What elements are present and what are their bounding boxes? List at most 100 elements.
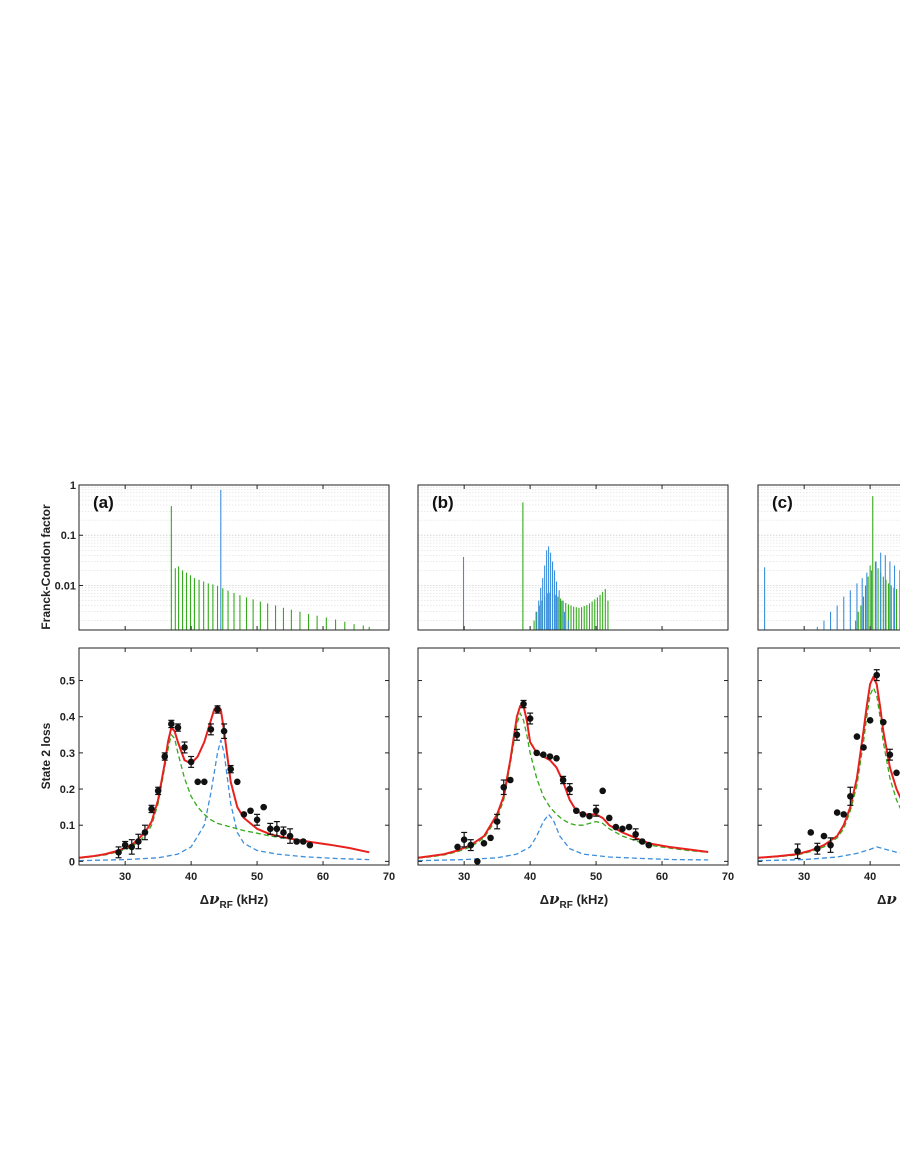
- fc-panel-b: (b): [417, 484, 729, 631]
- data-point: [533, 749, 541, 757]
- loss-x-tick-label: 50: [590, 871, 602, 883]
- data-point: [586, 812, 593, 820]
- data-point: [161, 753, 169, 760]
- loss-x-tick-label: 40: [524, 871, 536, 883]
- data-point: [187, 758, 195, 766]
- data-point: [306, 841, 314, 849]
- data-point: [599, 787, 606, 795]
- loss-y-tick-label: 0.5: [60, 676, 75, 688]
- data-point: [240, 811, 248, 818]
- data-point: [474, 858, 481, 865]
- data-point: [273, 825, 281, 833]
- loss-axes-box: [78, 647, 390, 866]
- loss-x-tick-label: 40: [864, 871, 876, 883]
- data-point: [115, 849, 122, 856]
- data-point: [141, 829, 149, 836]
- data-point: [612, 823, 620, 831]
- data-point: [794, 847, 801, 855]
- data-point: [807, 829, 815, 836]
- data-point: [467, 841, 475, 849]
- x-axis-label-a: ΔνRF (kHz): [200, 890, 269, 911]
- data-point: [168, 720, 175, 728]
- loss-y-tick-label: 0: [69, 856, 75, 868]
- data-point: [605, 814, 613, 822]
- data-point: [833, 809, 841, 816]
- data-point: [299, 838, 307, 845]
- data-point: [207, 726, 215, 733]
- loss-axes-box: [417, 647, 729, 866]
- loss-x-tick-label: 70: [383, 871, 395, 883]
- loss-axes-box: [757, 647, 900, 866]
- data-point: [293, 838, 300, 845]
- fc-y-tick-label: 0.01: [55, 580, 76, 592]
- curve-green-component: [758, 687, 900, 859]
- data-point: [121, 841, 129, 849]
- fc-axes-box: [757, 484, 900, 631]
- data-point: [454, 843, 461, 851]
- data-point: [638, 838, 646, 845]
- data-point: [214, 706, 221, 713]
- loss-y-tick-label: 0.1: [60, 820, 75, 832]
- loss-x-tick-label: 60: [317, 871, 329, 883]
- data-point: [135, 838, 142, 845]
- data-point: [880, 718, 887, 726]
- data-point: [233, 778, 241, 786]
- data-point: [553, 755, 560, 762]
- top-y-axis-label: Franck-Condon factor: [39, 504, 53, 630]
- data-point: [201, 778, 208, 786]
- x-axis-label-c: Δν: [877, 890, 897, 908]
- data-point: [128, 843, 136, 851]
- data-point: [893, 769, 900, 777]
- curve-total-fit: [758, 675, 900, 859]
- data-point: [507, 776, 514, 784]
- data-point: [645, 841, 653, 849]
- loss-y-tick-label: 0.4: [60, 712, 76, 724]
- data-point: [266, 825, 274, 833]
- bottom-y-axis-label: State 2 loss: [39, 722, 53, 789]
- loss-curves: [758, 669, 900, 862]
- fc-y-tick-label: 0.1: [61, 530, 76, 542]
- data-point: [847, 792, 854, 800]
- loss-x-tick-label: 50: [251, 871, 263, 883]
- data-point: [632, 830, 639, 838]
- panel-label-a: (a): [93, 493, 114, 512]
- data-point: [194, 778, 202, 786]
- data-point: [181, 744, 188, 751]
- loss-curves: [79, 704, 370, 862]
- fc-y-tick-label: 1: [70, 480, 76, 492]
- data-point: [592, 807, 600, 815]
- loss-plot-area: [418, 648, 728, 865]
- curve-blue-component: [758, 846, 900, 862]
- loss-panel-a: 30 40 50 60 70 0 0.1 0.2 0.3 0.4 0.5: [60, 647, 395, 883]
- data-point: [572, 807, 580, 815]
- x-axis-label-b: ΔνRF (kHz): [540, 890, 609, 911]
- data-point: [253, 816, 261, 824]
- data-point: [625, 823, 633, 831]
- data-point: [526, 715, 534, 722]
- data-point: [247, 807, 254, 815]
- data-point: [520, 700, 527, 708]
- data-point: [286, 832, 294, 840]
- loss-x-tick-label: 60: [656, 871, 668, 883]
- data-point: [460, 836, 468, 843]
- fc-axes-box: [78, 484, 390, 631]
- data-point: [154, 787, 162, 795]
- data-point: [220, 727, 228, 735]
- data-point: [487, 834, 494, 842]
- data-point: [513, 731, 521, 739]
- loss-y-tick-label: 0.3: [60, 748, 75, 760]
- loss-panel-b: 30 40 50 60 70: [417, 647, 734, 883]
- fc-panel-a: 1 0.1 0.01 (a): [55, 480, 390, 631]
- data-point: [814, 845, 821, 853]
- data-point: [546, 753, 554, 760]
- data-point: [886, 751, 894, 758]
- loss-curves: [418, 699, 709, 865]
- data-point: [148, 805, 155, 813]
- data-point: [579, 811, 587, 818]
- loss-x-tick-label: 30: [798, 871, 810, 883]
- data-point: [260, 803, 267, 811]
- curve-green-component: [418, 712, 709, 859]
- data-point: [559, 776, 567, 784]
- data-point: [860, 744, 867, 751]
